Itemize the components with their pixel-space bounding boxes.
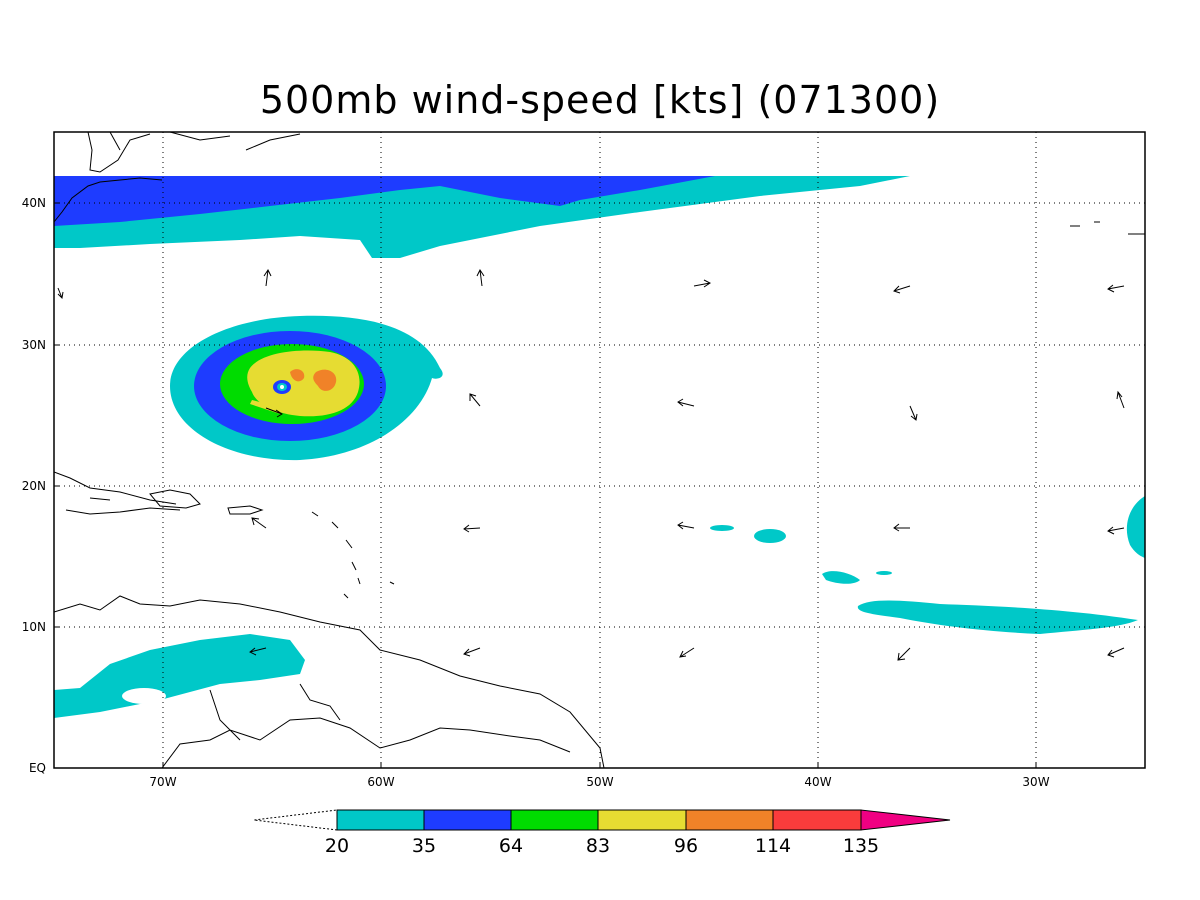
colorbar-segment-83 bbox=[597, 809, 687, 831]
storm-eye bbox=[280, 385, 284, 389]
wind-arrow bbox=[679, 647, 695, 658]
lon-label-30w: 30W bbox=[1022, 775, 1049, 789]
lon-label-50w: 50W bbox=[586, 775, 613, 789]
lat-label-eq: EQ bbox=[29, 761, 46, 775]
colorbar-label-83: 83 bbox=[586, 835, 610, 857]
cuba-coast bbox=[54, 471, 181, 515]
lat-label-30n: 30N bbox=[22, 338, 46, 352]
puerto-rico-coast bbox=[227, 505, 264, 515]
wind-arrow bbox=[893, 285, 911, 294]
wind-arrow bbox=[265, 407, 283, 418]
east-patch-b bbox=[754, 529, 786, 543]
wind-arrow bbox=[469, 393, 481, 407]
wind-arrow bbox=[251, 517, 267, 529]
north-america-coast bbox=[54, 132, 301, 223]
colorbar: 20 35 64 83 96 114 135 bbox=[253, 809, 951, 857]
hispaniola-coast bbox=[149, 489, 201, 509]
colorbar-label-35: 35 bbox=[412, 835, 436, 857]
storm-83kt bbox=[247, 350, 360, 417]
colorbar-segment-35 bbox=[423, 809, 512, 831]
lat-label-40n: 40N bbox=[22, 196, 46, 210]
wind-arrow bbox=[57, 287, 64, 300]
colorbar-segment-20 bbox=[336, 809, 425, 831]
wind-vectors bbox=[57, 269, 1125, 661]
colorbar-high-triangle bbox=[860, 809, 951, 831]
longitude-labels: 70W 60W 50W 40W 30W bbox=[149, 775, 1049, 789]
wind-arrow bbox=[263, 269, 272, 287]
colorbar-label-114: 114 bbox=[755, 835, 791, 857]
lon-label-40w: 40W bbox=[804, 775, 831, 789]
east-band-20kt bbox=[857, 600, 1138, 634]
lesser-antilles bbox=[311, 511, 395, 599]
lat-label-10n: 10N bbox=[22, 620, 46, 634]
wind-arrow bbox=[1107, 647, 1125, 658]
wind-arrow bbox=[476, 269, 485, 287]
east-patch-d bbox=[876, 571, 892, 575]
colorbar-label-64: 64 bbox=[499, 835, 523, 857]
jet-band-35kt bbox=[54, 176, 715, 226]
wind-arrow bbox=[249, 647, 267, 656]
wind-arrow bbox=[463, 647, 481, 657]
storm-96kt-a bbox=[313, 369, 337, 391]
map-title: 500mb wind-speed [kts] (071300) bbox=[259, 78, 941, 122]
wind-arrow bbox=[677, 398, 695, 407]
map-gridlines bbox=[54, 132, 1145, 768]
eastern-islands bbox=[1070, 221, 1145, 235]
map-plot-area bbox=[54, 132, 1145, 768]
east-patch-c bbox=[710, 525, 734, 531]
colorbar-low-triangle bbox=[253, 809, 338, 831]
colorbar-segment-64 bbox=[510, 809, 599, 831]
coastlines bbox=[54, 132, 1145, 768]
lon-label-60w: 60W bbox=[367, 775, 394, 789]
colorbar-segment-114 bbox=[772, 809, 862, 831]
colorbar-segment-96 bbox=[685, 809, 774, 831]
colorbar-label-135: 135 bbox=[843, 835, 879, 857]
latitude-labels: EQ 10N 20N 30N 40N bbox=[22, 196, 46, 775]
caribbean-hole bbox=[122, 688, 166, 704]
colorbar-label-20: 20 bbox=[325, 835, 349, 857]
wind-arrow bbox=[897, 647, 911, 661]
caribbean-band-20kt bbox=[54, 634, 305, 718]
wind-arrow bbox=[1107, 526, 1125, 535]
wind-arrow bbox=[693, 279, 711, 288]
east-patch-a bbox=[822, 571, 860, 584]
south-america-coast bbox=[54, 595, 605, 768]
storm-96kt-b bbox=[290, 369, 305, 382]
wind-arrow bbox=[677, 521, 695, 530]
lon-label-70w: 70W bbox=[149, 775, 176, 789]
lat-label-20n: 20N bbox=[22, 479, 46, 493]
wind-arrow bbox=[1107, 284, 1125, 293]
colorbar-label-96: 96 bbox=[674, 835, 698, 857]
wind-arrow bbox=[909, 405, 918, 421]
wind-arrow bbox=[1116, 390, 1125, 409]
east-edge-patch bbox=[1126, 496, 1145, 558]
wind-arrow bbox=[463, 524, 481, 533]
wind-arrow bbox=[893, 523, 910, 532]
frame-ticks bbox=[54, 202, 1037, 768]
wind-speed-contours bbox=[54, 176, 1145, 718]
